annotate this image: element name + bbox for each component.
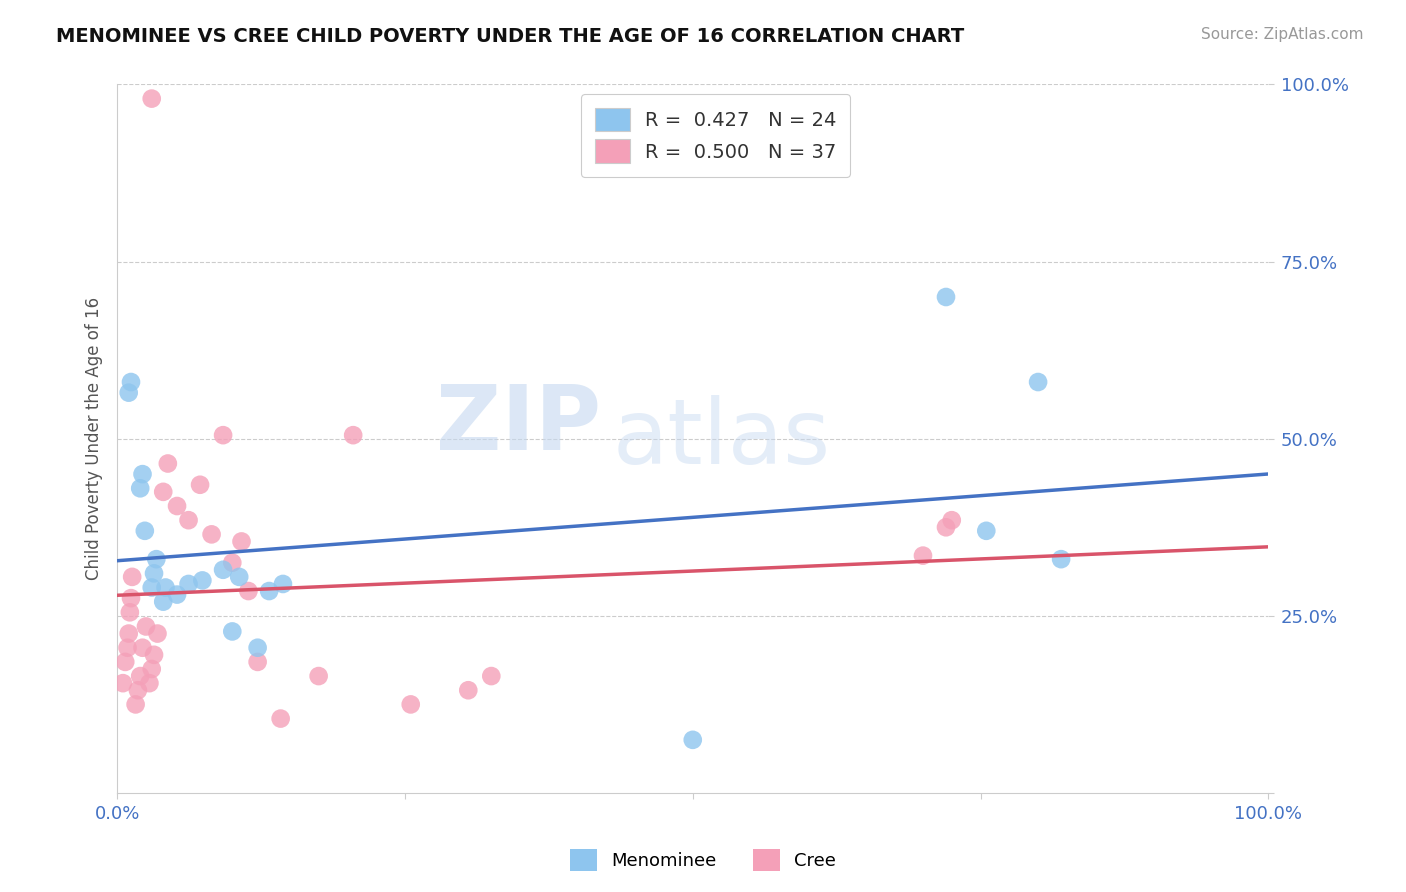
- Point: [141, 92, 163, 106]
- Point: [152, 484, 174, 499]
- Point: [221, 556, 243, 570]
- Point: [143, 648, 166, 662]
- Point: [146, 626, 169, 640]
- Point: [935, 290, 957, 304]
- Point: [221, 624, 243, 639]
- Point: [231, 534, 253, 549]
- Y-axis label: Child Poverty Under the Age of 16: Child Poverty Under the Age of 16: [86, 297, 103, 581]
- Point: [238, 584, 260, 599]
- Point: [155, 581, 177, 595]
- Point: [257, 584, 280, 599]
- Point: [399, 698, 422, 712]
- Point: [308, 669, 330, 683]
- Point: [228, 570, 250, 584]
- Point: [1050, 552, 1073, 566]
- Point: [935, 520, 957, 534]
- Point: [188, 477, 211, 491]
- Point: [118, 385, 141, 400]
- Point: [134, 524, 156, 538]
- Point: [200, 527, 222, 541]
- Text: ZIP: ZIP: [436, 381, 600, 468]
- Text: MENOMINEE VS CREE CHILD POVERTY UNDER THE AGE OF 16 CORRELATION CHART: MENOMINEE VS CREE CHILD POVERTY UNDER TH…: [56, 27, 965, 45]
- Point: [941, 513, 963, 527]
- Point: [145, 552, 167, 566]
- Legend: Menominee, Cree: Menominee, Cree: [562, 842, 844, 879]
- Point: [166, 499, 188, 513]
- Point: [152, 595, 174, 609]
- Point: [682, 732, 704, 747]
- Point: [117, 640, 139, 655]
- Point: [141, 581, 163, 595]
- Point: [118, 605, 141, 619]
- Point: [166, 588, 188, 602]
- Point: [246, 655, 269, 669]
- Point: [156, 457, 179, 471]
- Point: [974, 524, 997, 538]
- Point: [118, 626, 141, 640]
- Point: [120, 591, 142, 606]
- Point: [191, 574, 214, 588]
- Point: [177, 577, 200, 591]
- Point: [212, 428, 235, 442]
- Point: [120, 375, 142, 389]
- Point: [129, 481, 152, 495]
- Point: [271, 577, 294, 591]
- Point: [121, 570, 143, 584]
- Point: [111, 676, 134, 690]
- Point: [1026, 375, 1049, 389]
- Legend: R =  0.427   N = 24, R =  0.500   N = 37: R = 0.427 N = 24, R = 0.500 N = 37: [581, 95, 851, 177]
- Point: [141, 662, 163, 676]
- Point: [911, 549, 934, 563]
- Text: Source: ZipAtlas.com: Source: ZipAtlas.com: [1201, 27, 1364, 42]
- Point: [246, 640, 269, 655]
- Point: [131, 640, 153, 655]
- Point: [479, 669, 502, 683]
- Text: atlas: atlas: [612, 394, 831, 483]
- Point: [212, 563, 235, 577]
- Point: [457, 683, 479, 698]
- Point: [342, 428, 364, 442]
- Point: [135, 619, 157, 633]
- Point: [138, 676, 160, 690]
- Point: [131, 467, 153, 482]
- Point: [143, 566, 166, 581]
- Point: [114, 655, 136, 669]
- Point: [124, 698, 146, 712]
- Point: [129, 669, 152, 683]
- Point: [177, 513, 200, 527]
- Point: [270, 712, 292, 726]
- Point: [127, 683, 149, 698]
